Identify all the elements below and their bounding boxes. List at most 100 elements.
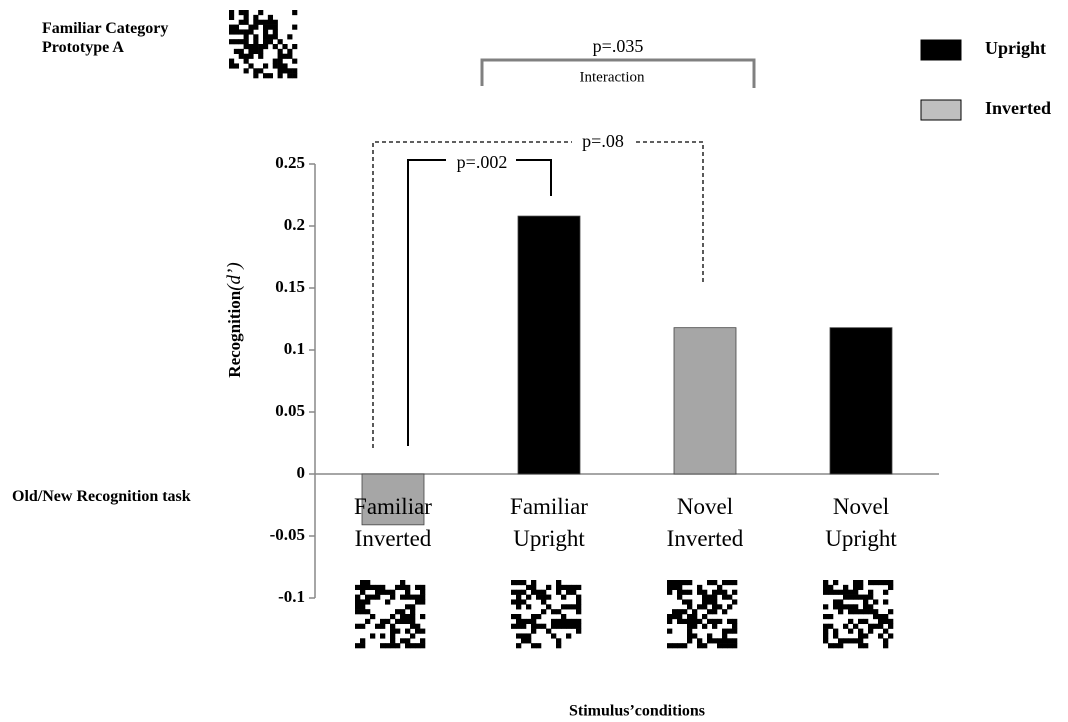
pixel bbox=[727, 604, 733, 610]
pixel bbox=[511, 614, 517, 620]
pixel bbox=[536, 623, 542, 629]
pixel bbox=[253, 73, 259, 79]
pixel bbox=[531, 618, 537, 625]
pixel bbox=[677, 584, 683, 591]
pixel bbox=[823, 628, 829, 634]
pixel bbox=[531, 584, 537, 591]
pixel bbox=[722, 638, 728, 644]
pixel bbox=[420, 614, 426, 620]
pixel bbox=[375, 589, 381, 595]
pixel bbox=[243, 34, 249, 40]
y-tick-label: 0.05 bbox=[275, 401, 305, 420]
pixel bbox=[415, 594, 421, 600]
pixel bbox=[556, 580, 562, 586]
pixel bbox=[702, 594, 708, 600]
pixel bbox=[858, 594, 864, 600]
pixel bbox=[253, 44, 259, 50]
pixel bbox=[843, 584, 849, 591]
pixel bbox=[531, 623, 537, 629]
pixel bbox=[238, 10, 244, 16]
pixel bbox=[838, 643, 844, 649]
pixel bbox=[390, 638, 396, 644]
pixel bbox=[848, 609, 854, 615]
pixel bbox=[888, 623, 894, 629]
pixel bbox=[702, 643, 708, 649]
pixel bbox=[360, 623, 366, 629]
pixel bbox=[556, 584, 562, 591]
pixel bbox=[229, 39, 235, 45]
pixel bbox=[868, 589, 874, 595]
pixel bbox=[566, 618, 572, 625]
pixel bbox=[277, 73, 283, 79]
pixel bbox=[712, 599, 718, 605]
pixel bbox=[395, 628, 401, 634]
pixel bbox=[516, 599, 522, 605]
pixel bbox=[863, 609, 869, 615]
pixel bbox=[556, 618, 562, 625]
pixel bbox=[667, 643, 673, 649]
pixel bbox=[677, 594, 683, 600]
pixel bbox=[853, 580, 859, 586]
pixel bbox=[833, 589, 839, 595]
pixel bbox=[395, 643, 401, 649]
pixel bbox=[531, 589, 537, 595]
pixel bbox=[672, 609, 678, 615]
pixel bbox=[267, 14, 274, 21]
pixel bbox=[380, 589, 386, 595]
pixel bbox=[420, 638, 426, 644]
pixel bbox=[707, 609, 713, 615]
pixel bbox=[267, 34, 274, 40]
bar bbox=[517, 215, 581, 475]
y-axis-label: Recognition(d’) bbox=[224, 262, 245, 377]
pixel bbox=[863, 643, 869, 649]
pixel bbox=[576, 594, 582, 600]
pixel bbox=[365, 609, 371, 615]
pixel bbox=[722, 580, 728, 586]
pixel bbox=[385, 599, 391, 605]
pixel bbox=[687, 604, 693, 610]
pixel bbox=[516, 623, 522, 629]
pixel bbox=[526, 618, 532, 625]
pixel bbox=[717, 584, 723, 591]
pixel bbox=[390, 628, 396, 634]
pixel bbox=[873, 599, 879, 605]
pixel bbox=[400, 609, 406, 615]
pixel bbox=[697, 589, 703, 595]
pixel bbox=[243, 53, 249, 59]
pixel bbox=[405, 638, 411, 644]
pixel bbox=[707, 594, 713, 600]
pixel bbox=[823, 638, 829, 644]
pixel bbox=[272, 58, 278, 64]
pixel bbox=[365, 594, 371, 600]
pixel bbox=[272, 44, 278, 50]
pixel bbox=[229, 10, 235, 16]
pixel bbox=[712, 604, 718, 610]
pixel bbox=[536, 594, 542, 600]
pixel bbox=[823, 633, 829, 639]
pixel bbox=[395, 609, 401, 615]
pixel bbox=[390, 594, 396, 600]
pixel bbox=[277, 48, 283, 55]
pixel bbox=[873, 580, 879, 586]
pixel bbox=[858, 584, 864, 591]
pixel bbox=[521, 618, 527, 625]
pixel bbox=[712, 594, 718, 600]
pixel bbox=[712, 638, 718, 644]
pixel bbox=[863, 599, 869, 605]
pixel bbox=[546, 584, 552, 591]
pixel bbox=[233, 63, 240, 69]
pixel bbox=[263, 63, 269, 69]
pixel bbox=[883, 614, 889, 620]
pixel bbox=[370, 633, 376, 639]
pixel bbox=[258, 19, 264, 25]
pixel bbox=[405, 628, 411, 634]
pixel bbox=[888, 618, 894, 625]
pixel bbox=[692, 609, 698, 615]
pixel bbox=[355, 643, 361, 649]
stimulus-image bbox=[229, 10, 298, 79]
pixel bbox=[687, 614, 693, 620]
pixel bbox=[687, 623, 693, 629]
pixel bbox=[848, 618, 854, 625]
pixel bbox=[697, 618, 703, 625]
pixel bbox=[878, 580, 884, 586]
